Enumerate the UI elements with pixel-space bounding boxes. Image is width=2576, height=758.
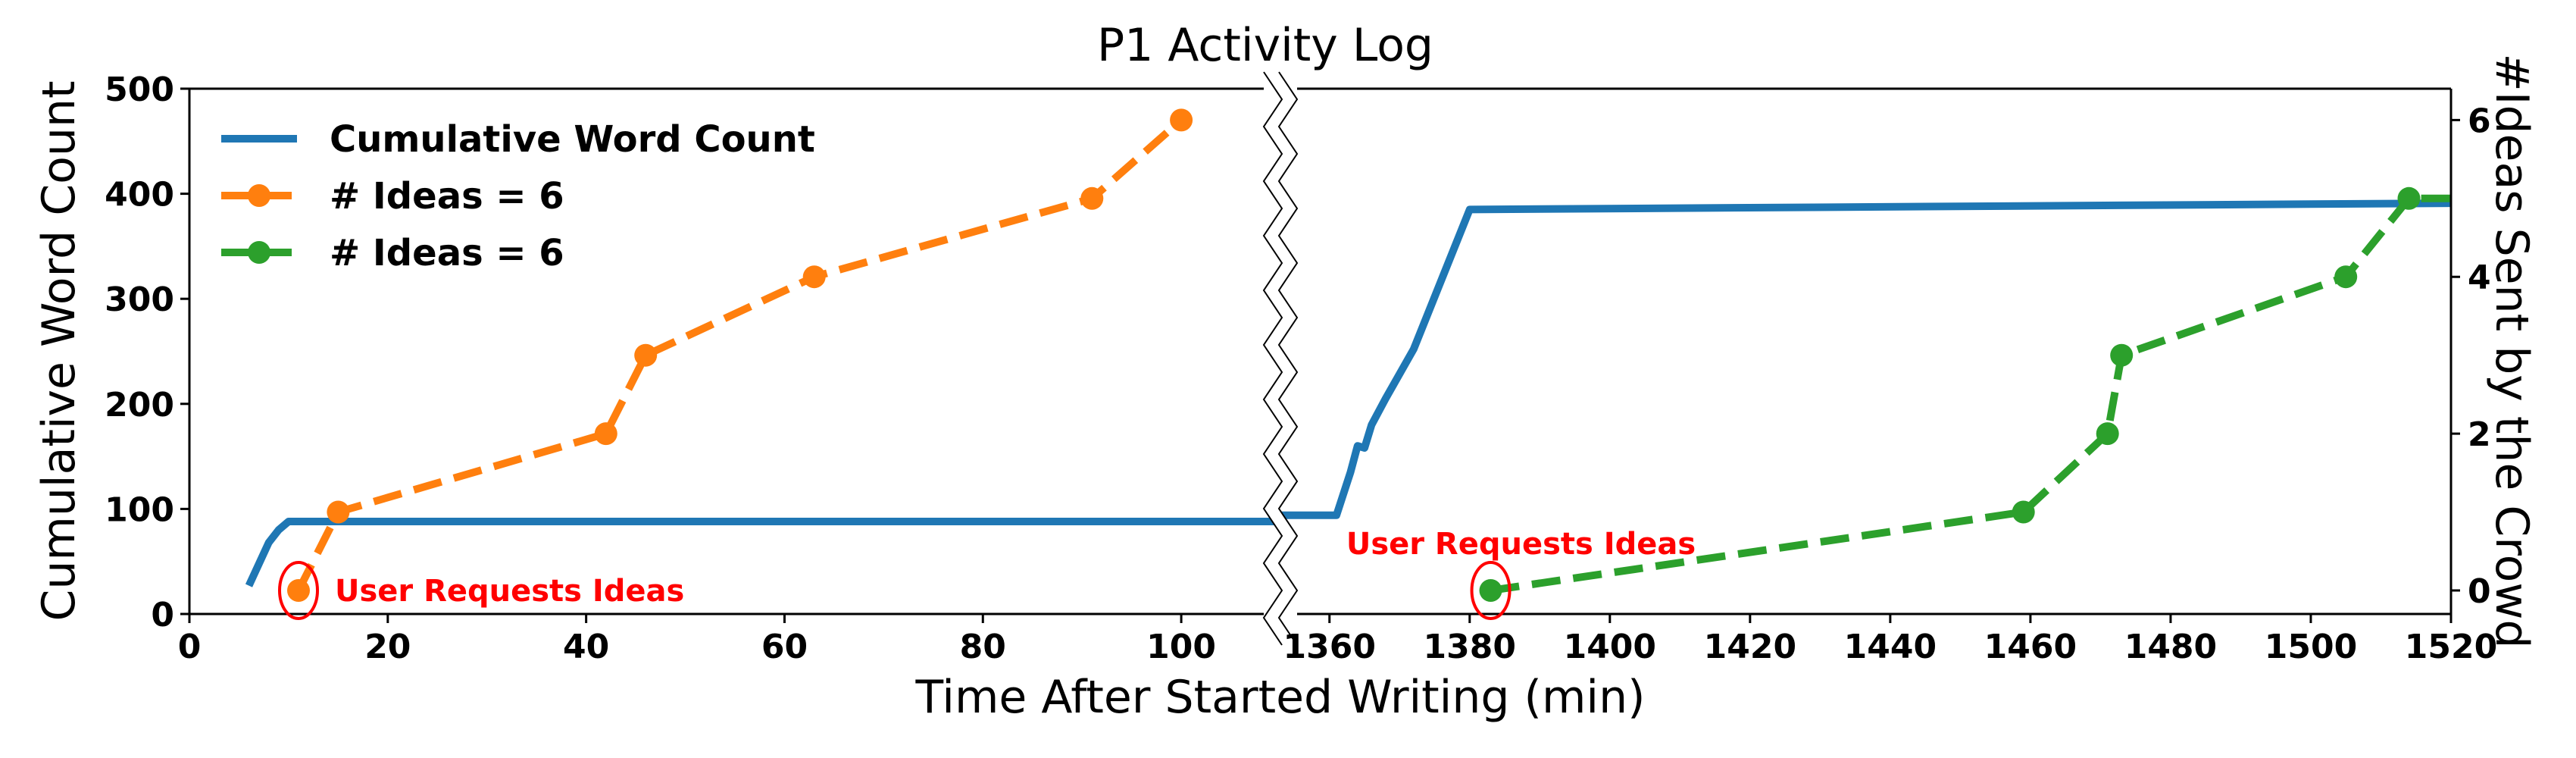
x-tick-label: 1360 xyxy=(1283,628,1376,666)
series-2-point xyxy=(594,422,617,446)
x-tick-label: 1520 xyxy=(2405,628,2497,666)
x-axis-title: Time After Started Writing (min) xyxy=(914,671,1645,724)
series-2-point xyxy=(1170,108,1193,132)
x-tick-label: 1440 xyxy=(1844,628,1937,666)
axis-break-band xyxy=(1264,72,1297,645)
series-3-point xyxy=(1479,579,1502,602)
series-2-point xyxy=(327,500,350,524)
y-left-tick-label: 300 xyxy=(105,280,174,319)
y-left-tick-label: 500 xyxy=(105,70,174,109)
series-line-1 xyxy=(1280,199,2452,519)
legend-label: # Ideas = 6 xyxy=(330,175,564,218)
series-3-point xyxy=(2012,500,2035,524)
plot-area: 0 20 40 60 80 100 1360 1380 1400 1420 1440 1460 1480… xyxy=(105,70,2497,666)
x-tick-label: 100 xyxy=(1146,628,1216,666)
annotation-label: User Requests Ideas xyxy=(1346,527,1696,562)
legend-marker xyxy=(248,184,270,207)
legend-entry: # Ideas = 6 xyxy=(221,175,564,218)
y-left-tick-label: 100 xyxy=(105,490,174,529)
x-tick-label: 40 xyxy=(563,628,609,666)
y-right-tick-label: 2 xyxy=(2468,415,2491,454)
x-tick-label: 20 xyxy=(364,628,411,666)
chart-title: P1 Activity Log xyxy=(1097,19,1433,72)
y-left-tick-label: 200 xyxy=(105,386,174,424)
series-3-point xyxy=(2334,265,2358,289)
y-right-tick-label: 0 xyxy=(2468,572,2491,611)
legend-label: Cumulative Word Count xyxy=(330,118,815,161)
series-2-point xyxy=(287,579,310,602)
x-tick-label: 1420 xyxy=(1704,628,1796,666)
series-2-point xyxy=(1080,186,1104,210)
series-3-point xyxy=(2397,186,2421,210)
y-axis-left-title: Cumulative Word Count xyxy=(33,81,86,622)
series-3-point xyxy=(2110,343,2134,367)
annotation-circle xyxy=(1470,560,1512,620)
y-left-tick-label: 400 xyxy=(105,176,174,215)
x-tick-label: 0 xyxy=(178,628,202,666)
series-2-point xyxy=(634,343,658,367)
x-tick-label: 80 xyxy=(960,628,1006,666)
y-axis-right-title: #Ideas Sent by the Crowd xyxy=(2485,53,2538,648)
series-3-point xyxy=(2096,422,2119,446)
legend: Cumulative Word Count # Ideas = 6 # Ideas … xyxy=(221,118,815,274)
x-tick-label: 1460 xyxy=(1984,628,2077,666)
x-tick-label: 1400 xyxy=(1564,628,1656,666)
y-right-tick-label: 6 xyxy=(2468,102,2491,140)
series-line-1 xyxy=(245,518,1280,587)
x-tick-label: 1380 xyxy=(1424,628,1516,666)
series-2-point xyxy=(802,265,826,289)
annotation-label: User Requests Ideas xyxy=(335,574,684,609)
legend-label: # Ideas = 6 xyxy=(330,232,564,274)
y-right-tick-label: 4 xyxy=(2468,258,2491,297)
axis-break-zigzag xyxy=(1277,71,1299,646)
annotation-circle xyxy=(278,560,319,620)
legend-entry: Cumulative Word Count xyxy=(221,118,815,161)
x-tick-label: 60 xyxy=(761,628,808,666)
x-tick-label: 1500 xyxy=(2265,628,2357,666)
x-tick-label: 1480 xyxy=(2124,628,2217,666)
y-left-tick-label: 0 xyxy=(151,596,174,634)
axis-break-zigzag xyxy=(1262,71,1283,646)
legend-marker xyxy=(248,241,270,264)
legend-entry: # Ideas = 6 xyxy=(221,232,564,274)
